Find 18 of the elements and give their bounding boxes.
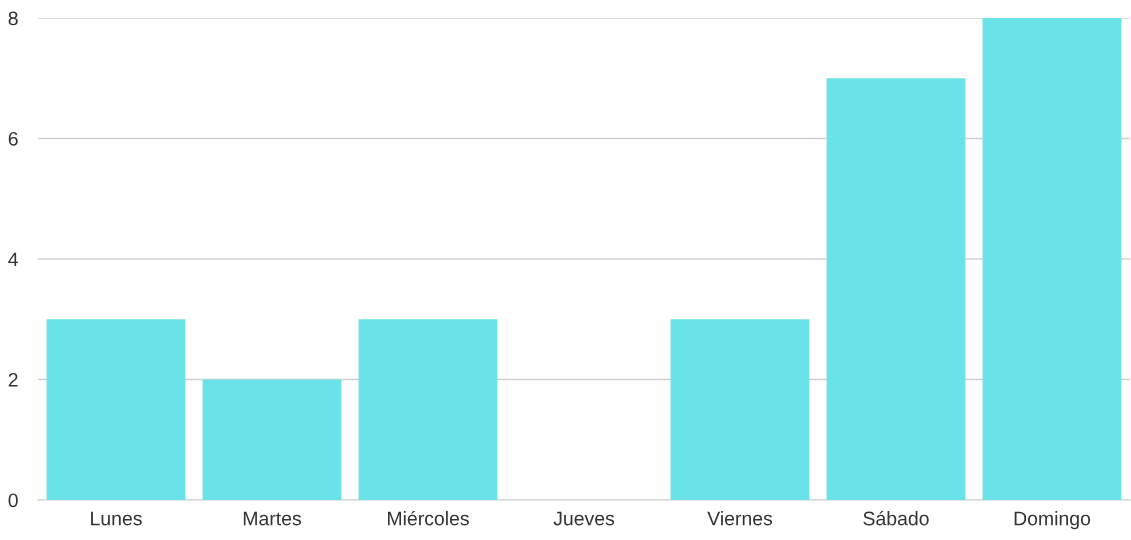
bar — [46, 319, 186, 500]
x-tick-label: Martes — [243, 511, 302, 526]
bar — [826, 78, 966, 500]
y-tick-label: 4 — [8, 252, 18, 267]
x-tick-label: Miércoles — [388, 510, 469, 526]
x-tick-label: Lunes — [91, 511, 142, 526]
bar — [358, 319, 498, 500]
bar — [982, 18, 1122, 500]
y-tick-label: 0 — [8, 493, 18, 508]
x-tick-label: Domingo — [1014, 511, 1091, 530]
x-tick-label: Sábado — [863, 510, 929, 526]
bar — [202, 379, 342, 500]
y-tick-label: 8 — [8, 11, 18, 26]
bar — [670, 319, 810, 500]
x-tick-label: Viernes — [707, 511, 773, 526]
x-tick-label: Jueves — [553, 511, 615, 526]
y-tick-label: 6 — [8, 131, 18, 146]
y-tick-label: 2 — [8, 372, 18, 387]
